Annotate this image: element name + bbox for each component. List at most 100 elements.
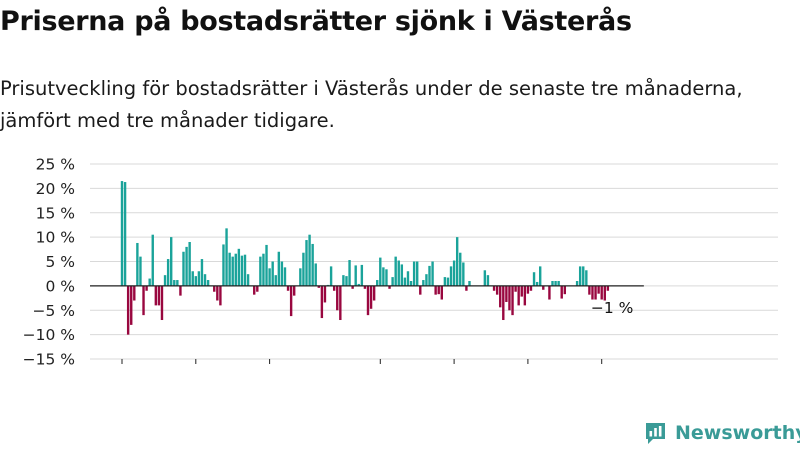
bar: [148, 278, 151, 286]
grid-lines: [90, 163, 778, 360]
bar: [560, 285, 563, 299]
bar: [523, 285, 527, 306]
bar: [542, 285, 545, 290]
bar: [372, 285, 376, 301]
bar: [259, 256, 262, 286]
x-tick-label: 2016: [250, 372, 289, 375]
bars: [120, 181, 610, 335]
bar: [289, 285, 293, 317]
bar: [166, 259, 170, 286]
bar: [443, 277, 447, 286]
bar: [437, 285, 440, 295]
bar: [182, 251, 185, 286]
bar: [465, 285, 468, 291]
bar: [302, 252, 305, 286]
bar: [136, 242, 139, 286]
chart-title: Priserna på bostadsrätter sjönk i Väster…: [0, 6, 632, 37]
bar: [274, 275, 277, 286]
bar: [520, 285, 523, 297]
bar: [535, 281, 539, 286]
bar: [431, 261, 434, 286]
bar: [391, 277, 394, 286]
bar: [170, 237, 173, 286]
bar: [203, 274, 207, 286]
bar: [495, 285, 499, 295]
bar: [428, 265, 431, 286]
bar: [145, 285, 148, 291]
bar: [120, 181, 124, 286]
bar: [400, 264, 404, 286]
bar: [216, 285, 219, 301]
y-axis-labels: 25 % 20 % 15 % 10 % 5 % 0 % −5 % −10 % −15 %: [23, 156, 75, 369]
bar: [348, 260, 351, 286]
bar: [323, 285, 327, 303]
bar: [416, 261, 419, 286]
bar: [320, 285, 324, 319]
bar: [151, 234, 154, 286]
bar: [551, 281, 554, 286]
y-tick-label: 20 %: [36, 180, 75, 198]
bar: [526, 285, 530, 294]
bar: [329, 266, 333, 286]
bar: [185, 246, 188, 286]
bar: [280, 261, 284, 286]
bar: [336, 285, 339, 311]
bar: [228, 252, 231, 286]
bar: [191, 271, 194, 286]
bar: [422, 280, 425, 286]
x-axis-labels: 2012 2014 2016 2019 2021 2023 2025: [102, 372, 621, 375]
bar: [591, 285, 594, 300]
bar: [440, 285, 443, 300]
bar: [354, 265, 357, 286]
bar: [345, 276, 348, 286]
bar: [582, 266, 585, 286]
annotations: −1 %: [591, 299, 634, 317]
bar: [357, 283, 360, 286]
x-tick-label: 2014: [176, 372, 215, 375]
bar: [578, 266, 582, 286]
bar: [452, 260, 456, 286]
bar: [382, 267, 385, 286]
bar: [455, 237, 459, 286]
bar: [163, 275, 167, 286]
x-tick-label: 2019: [361, 372, 400, 375]
bar: [219, 285, 222, 306]
bar: [283, 267, 287, 286]
bar: [311, 243, 314, 286]
bar: [446, 277, 450, 286]
bar: [376, 280, 379, 286]
bar: [557, 281, 560, 286]
x-tick-label: 2012: [102, 372, 141, 375]
bar: [412, 261, 416, 286]
bar: [529, 285, 533, 291]
bar: [588, 285, 591, 295]
bar: [594, 285, 597, 300]
bar: [188, 242, 191, 286]
y-tick-label: 15 %: [36, 204, 75, 222]
bar: [237, 248, 241, 286]
newsworthy-logo-icon: [646, 423, 665, 444]
bar: [305, 240, 308, 286]
bar: [342, 275, 345, 286]
bar: [243, 254, 247, 286]
bar: [499, 285, 502, 308]
y-tick-label: 0 %: [45, 277, 75, 295]
y-tick-label: 10 %: [36, 229, 75, 247]
bar: [385, 269, 388, 286]
bar: [394, 256, 397, 286]
bar: [397, 260, 400, 286]
bar: [231, 256, 234, 286]
bar-chart: 25 % 20 % 15 % 10 % 5 % 0 % −5 % −10 % −15 % 201…: [23, 156, 778, 375]
chart-subtitle: Prisutveckling för bostadsrätter i Väste…: [0, 77, 743, 132]
brand-name: Newsworthy: [675, 422, 800, 444]
bar: [517, 285, 520, 306]
bar: [597, 285, 600, 294]
bar: [130, 285, 133, 325]
bar: [379, 257, 382, 286]
x-axis: [90, 285, 644, 364]
y-tick-label: −5 %: [32, 302, 75, 320]
bar: [293, 285, 296, 296]
bar: [262, 253, 265, 286]
bar: [179, 285, 182, 296]
bar: [449, 266, 453, 286]
